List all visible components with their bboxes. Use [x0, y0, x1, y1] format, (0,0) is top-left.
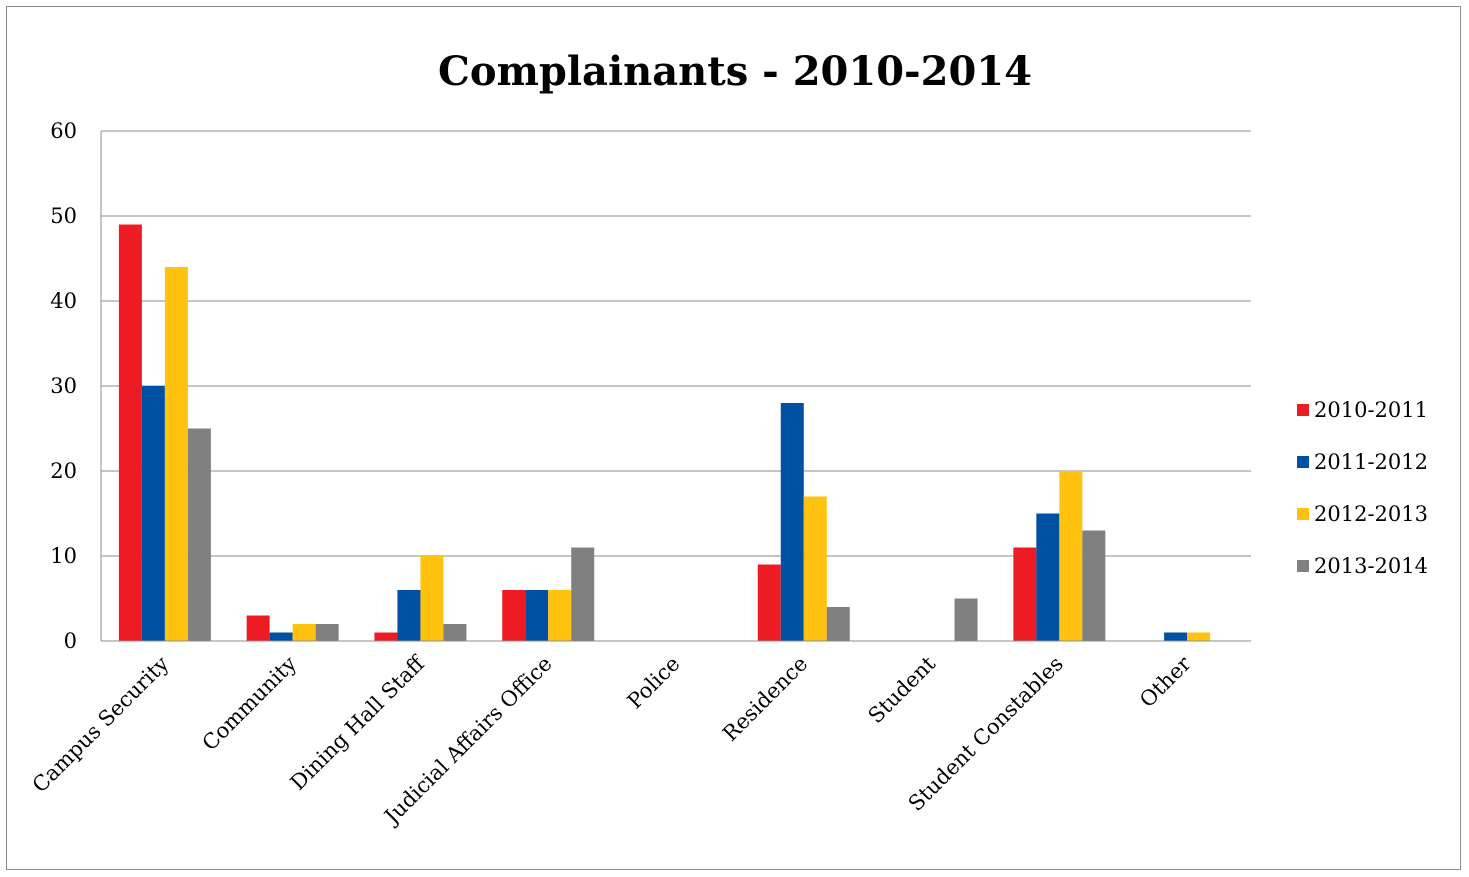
y-tick-label: 40 — [50, 289, 77, 313]
bar — [420, 556, 444, 641]
bar — [1059, 471, 1083, 641]
legend: 2010-2011 2011-2012 2012-2013 2013-2014 — [1297, 398, 1428, 578]
bar-chart: Complainants - 2010-2014 0 10 20 30 40 50 60 C… — [28, 48, 1428, 830]
y-tick-label: 50 — [50, 204, 77, 228]
bar — [571, 547, 595, 641]
legend-swatch — [1297, 508, 1309, 520]
axes — [100, 131, 1251, 642]
bar — [1013, 547, 1037, 641]
legend-label: 2011-2012 — [1314, 450, 1428, 474]
bars — [118, 224, 1211, 641]
x-tick-label: Other — [1135, 651, 1196, 712]
bar — [292, 624, 316, 641]
bar — [246, 615, 270, 641]
y-tick-label: 0 — [64, 629, 77, 653]
bar — [443, 624, 467, 641]
bar — [525, 590, 549, 641]
legend-label: 2010-2011 — [1314, 398, 1428, 422]
bar — [780, 403, 804, 641]
bar — [118, 224, 142, 641]
x-tick-label: Police — [623, 652, 685, 714]
legend-swatch — [1297, 560, 1309, 572]
bar — [954, 598, 978, 641]
bar — [757, 564, 781, 641]
chart-frame: Complainants - 2010-2014 0 10 20 30 40 50 60 C… — [6, 6, 1461, 870]
bar — [548, 590, 572, 641]
x-tick-label: Campus Security — [28, 651, 174, 797]
bar — [1036, 513, 1060, 641]
bar — [164, 267, 188, 641]
bar — [141, 386, 165, 641]
bar — [1082, 530, 1106, 641]
bar — [187, 428, 211, 641]
legend-label: 2012-2013 — [1314, 502, 1428, 526]
y-tick-label: 20 — [50, 459, 77, 483]
y-tick-label: 10 — [50, 544, 77, 568]
y-axis-ticks: 0 10 20 30 40 50 60 — [50, 119, 77, 653]
bar — [374, 632, 398, 641]
x-tick-label: Residence — [718, 652, 812, 746]
chart-title: Complainants - 2010-2014 — [438, 48, 1032, 95]
y-tick-label: 60 — [50, 119, 77, 143]
bar — [1164, 632, 1188, 641]
bar — [1187, 632, 1211, 641]
y-tick-label: 30 — [50, 374, 77, 398]
bar — [803, 496, 827, 641]
x-tick-label: Community — [198, 651, 302, 755]
legend-swatch — [1297, 404, 1309, 416]
bar — [397, 590, 421, 641]
bar — [269, 632, 293, 641]
x-tick-label: Dining Hall Staff — [286, 650, 431, 795]
x-tick-label: Student — [864, 651, 941, 728]
bar — [315, 624, 339, 641]
bar — [826, 607, 850, 641]
bar — [502, 590, 526, 641]
legend-label: 2013-2014 — [1314, 554, 1428, 578]
legend-swatch — [1297, 456, 1309, 468]
